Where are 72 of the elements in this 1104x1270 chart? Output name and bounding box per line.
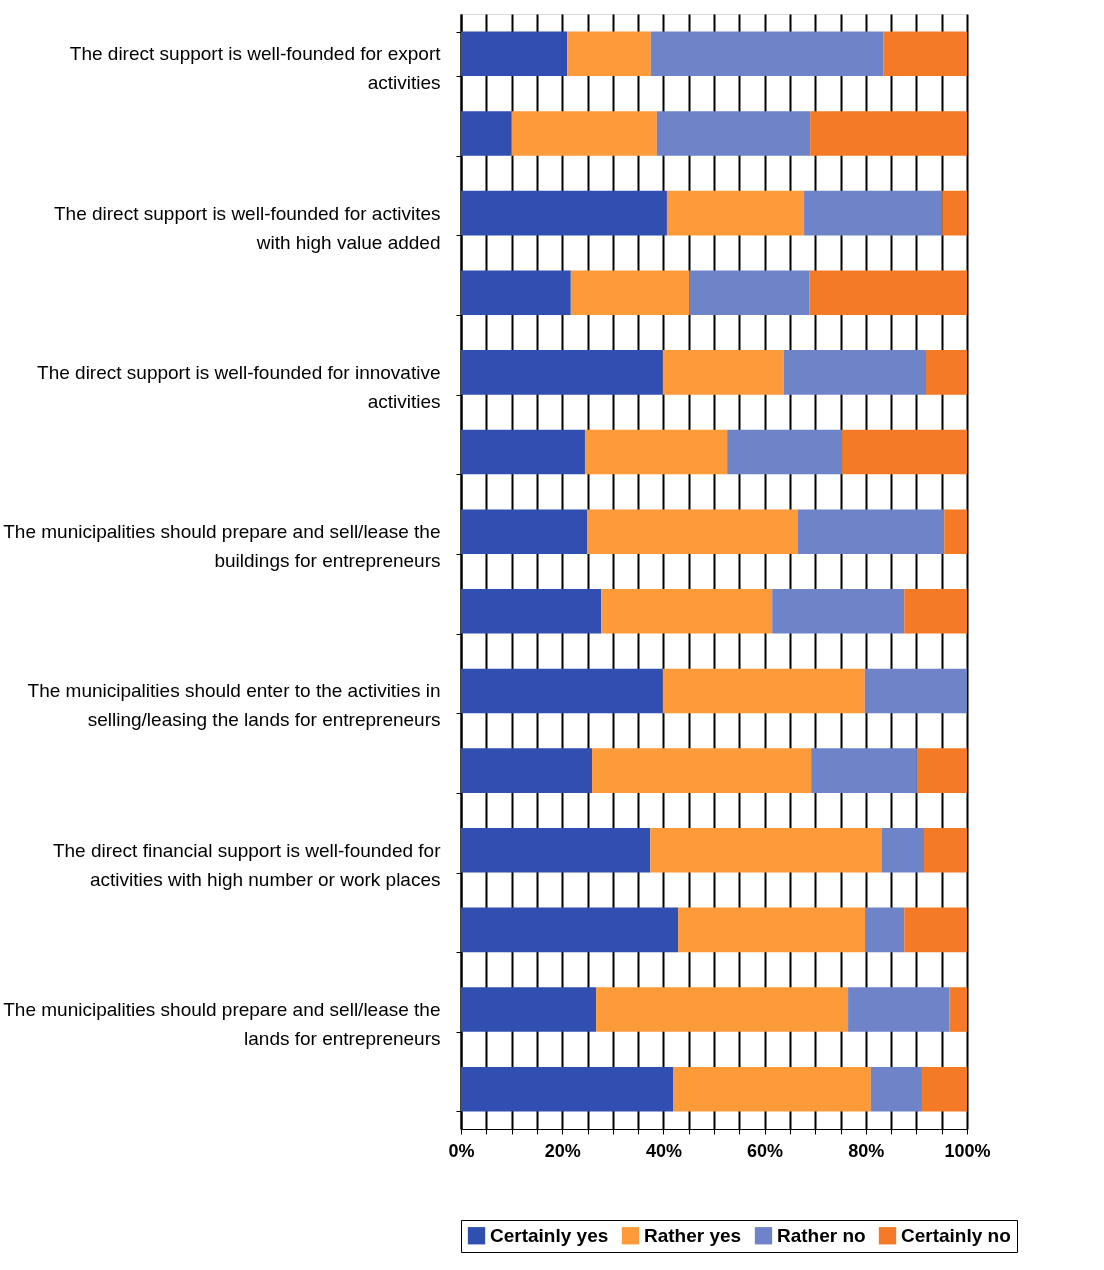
bar [772, 589, 905, 634]
bar [904, 589, 967, 634]
bar [596, 987, 849, 1032]
bar [461, 350, 663, 395]
bar [656, 111, 811, 156]
bar [461, 1066, 674, 1112]
bar [592, 748, 812, 793]
y-tick-label: The direct financial support is well-founded for activities with high number or work places [52, 839, 442, 890]
legend-label: Certainly yes [490, 1224, 609, 1246]
bar [461, 589, 602, 634]
bar [662, 668, 865, 714]
bar [678, 907, 866, 953]
bar [942, 190, 967, 236]
bar [798, 509, 945, 554]
bar [804, 190, 943, 236]
bar [811, 748, 917, 793]
x-tick-label: 60% [747, 1140, 784, 1161]
bar [461, 987, 597, 1032]
legend-label: Rather no [777, 1224, 866, 1246]
bar [461, 907, 679, 953]
bar [904, 907, 967, 953]
bar [461, 111, 512, 156]
bar [809, 270, 967, 316]
legend-label: Certainly no [901, 1224, 1011, 1246]
bar [461, 190, 667, 236]
bar [586, 509, 798, 554]
y-tick-label: The direct support is well-founded for activites with high value added [53, 202, 441, 253]
bar [662, 350, 784, 395]
bar [949, 987, 967, 1032]
bar [461, 668, 663, 714]
bar [870, 1066, 922, 1112]
y-tick-label: The municipalities should prepare and sell/lease the buildings for entrepreneurs [3, 521, 441, 572]
bar [461, 827, 651, 873]
x-tick-label: 20% [544, 1140, 581, 1161]
bar [883, 31, 967, 77]
bar [944, 509, 967, 554]
bar [810, 111, 967, 156]
bar [673, 1066, 871, 1112]
bar [511, 111, 657, 156]
bar [923, 827, 967, 873]
bar [881, 827, 924, 873]
legend-label: Rather yes [644, 1224, 742, 1246]
bar [570, 270, 690, 316]
bar [601, 589, 773, 634]
bar [926, 350, 967, 395]
bar [865, 907, 905, 953]
bar [689, 270, 810, 316]
bar [461, 429, 585, 475]
bar [650, 31, 884, 77]
bar [848, 987, 950, 1032]
bar [727, 429, 843, 475]
x-tick-label: 80% [848, 1140, 885, 1161]
bar [916, 748, 967, 793]
x-tick-label: 100% [944, 1140, 991, 1161]
x-tick-label: 0% [448, 1140, 475, 1161]
bar [567, 31, 651, 77]
bar [864, 668, 967, 714]
bar [461, 509, 587, 554]
bar [461, 270, 571, 316]
bar [783, 350, 927, 395]
bar [921, 1066, 967, 1112]
x-tick-label: 40% [645, 1140, 682, 1161]
bar [461, 748, 593, 793]
bar [842, 429, 967, 475]
bar [461, 31, 568, 77]
bar [584, 429, 728, 475]
bar [650, 827, 882, 873]
y-tick-label: The direct support is well-founded for innovative activities [37, 361, 441, 412]
bar [666, 190, 805, 236]
y-tick-label: The municipalities should prepare and sell/lease the lands for entrepreneurs [3, 999, 441, 1050]
y-tick-label: The municipalities should enter to the activities in selling/leasing the lands for entrepreneurs [27, 680, 441, 731]
y-tick-label: The direct support is well-founded for export activities [69, 43, 442, 94]
